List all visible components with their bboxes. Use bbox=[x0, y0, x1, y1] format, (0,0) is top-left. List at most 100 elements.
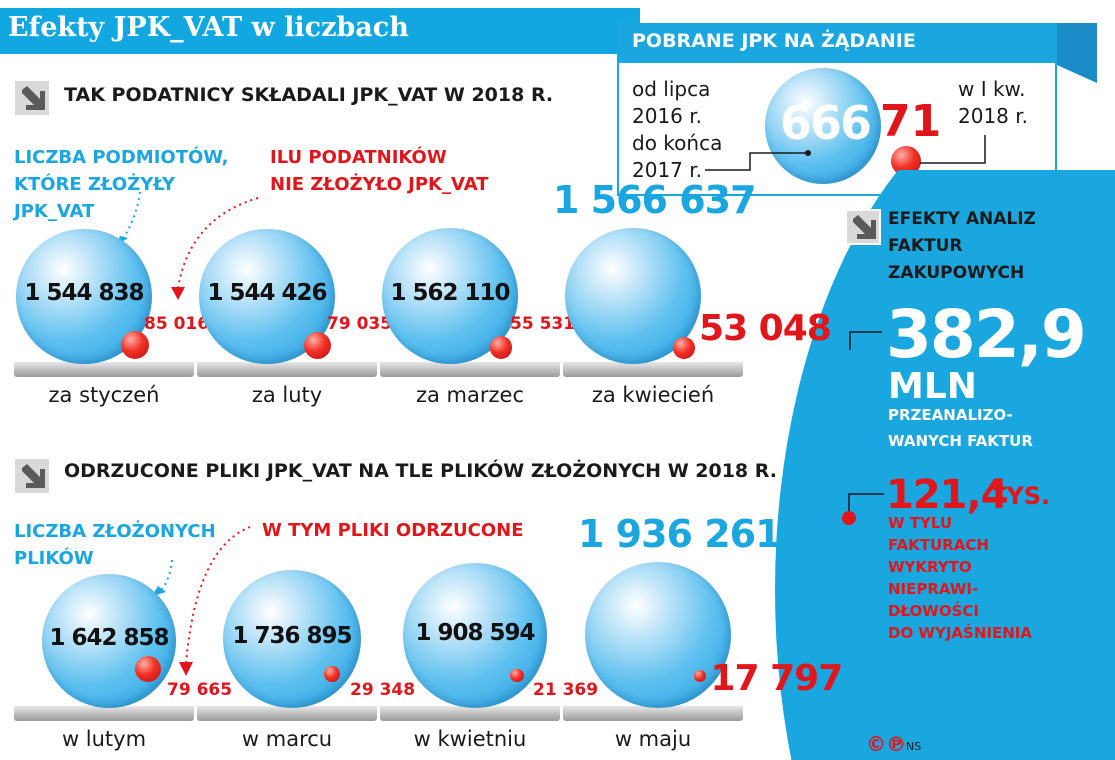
analysis-title-line: Efekty analiz bbox=[888, 209, 1036, 229]
section2-title: Odrzucone pliki JPK_VAT na tle plików zł… bbox=[64, 460, 777, 482]
missing-value: 79 665 bbox=[167, 680, 233, 700]
submitted-bubble bbox=[222, 569, 362, 708]
analysis-desc-line: fakturach bbox=[888, 536, 989, 554]
jpk-left-label-line: 2017 r. bbox=[632, 158, 702, 182]
missing-value: 85 016 bbox=[144, 314, 210, 334]
label-line: W tym pliki odrzucone bbox=[262, 520, 524, 541]
missing-value: 21 369 bbox=[533, 680, 599, 700]
analysis-desc-line: przeanalizo- bbox=[888, 406, 1013, 424]
submitted-bubble bbox=[402, 563, 548, 708]
label-line: Ilu podatników bbox=[270, 147, 447, 168]
category-label: w maju bbox=[614, 727, 692, 751]
missing-bubble bbox=[694, 669, 707, 682]
submitted-value: 1 642 858 bbox=[49, 624, 169, 651]
analysis-value2: 121,4 bbox=[886, 472, 1009, 518]
submitted-value: 1 566 637 bbox=[553, 178, 757, 222]
missing-bubble bbox=[510, 668, 524, 682]
submitted-bubble bbox=[41, 573, 177, 708]
analysis-value1: 382,9 bbox=[886, 296, 1087, 373]
bubble-platform bbox=[14, 362, 194, 377]
label-line: JPK_VAT bbox=[14, 201, 95, 222]
label-line: które złożyły bbox=[14, 174, 176, 195]
analysis-value2-unit: tys. bbox=[990, 482, 1051, 510]
bubble-platform bbox=[14, 706, 194, 721]
missing-value: 79 035 bbox=[327, 314, 393, 334]
category-label: za kwiecień bbox=[591, 383, 715, 407]
bubble-platform bbox=[563, 362, 743, 377]
jpk-left-label-line: do końca bbox=[632, 131, 723, 155]
page-title: Efekty JPK_VAT w liczbach bbox=[8, 12, 409, 43]
ribbon-decoration bbox=[1057, 23, 1097, 83]
analysis-bracket-2 bbox=[842, 493, 884, 525]
missing-value: 55 531 bbox=[510, 314, 576, 334]
category-label: w lutym bbox=[61, 727, 147, 751]
submitted-value: 1 936 261 bbox=[578, 512, 782, 556]
category-label: za marzec bbox=[415, 383, 524, 407]
analysis-desc-line: wykryto bbox=[888, 558, 972, 576]
submitted-bubble bbox=[585, 562, 731, 708]
analysis-desc-line: dłowości bbox=[888, 602, 979, 620]
jpk-right-value: 71 bbox=[880, 96, 942, 147]
analysis-value2-desc: w tylu fakturach wykryto nieprawi- dłowo… bbox=[888, 512, 1032, 644]
analysis-desc-line: wanych faktur bbox=[888, 432, 1033, 450]
title-bar bbox=[0, 8, 640, 54]
submitted-value: 1 908 594 bbox=[415, 619, 535, 646]
submitted-value: 1 544 838 bbox=[24, 280, 144, 307]
submitted-value: 1 562 110 bbox=[390, 280, 510, 307]
analysis-value1-desc: przeanalizo- wanych faktur bbox=[888, 402, 1033, 454]
category-label: za styczeń bbox=[48, 383, 160, 407]
missing-value: 17 797 bbox=[710, 658, 843, 699]
label-line: nie złożyło JPK_VAT bbox=[270, 174, 489, 195]
missing-value: 53 048 bbox=[699, 308, 832, 349]
jpk-666-bubble bbox=[765, 68, 881, 184]
publisher-logo: ©℗ bbox=[866, 732, 906, 756]
jpk-left-value: 666 bbox=[779, 96, 872, 150]
jpk-leader-lines bbox=[705, 135, 986, 171]
section1-title: Tak podatnicy składali JPK_VAT w 2018 r. bbox=[64, 84, 554, 106]
section2-label-blue: Liczba złożonych plików bbox=[14, 518, 216, 572]
jpk-left-label-line: od lipca bbox=[632, 77, 711, 101]
jpk-right-label-line: w I kw. bbox=[958, 77, 1026, 101]
jpk-left-label: od lipca 2016 r. do końca 2017 r. bbox=[632, 76, 722, 184]
submitted-value: 1 736 895 bbox=[232, 622, 352, 649]
analysis-desc-line: w tylu bbox=[888, 514, 953, 532]
bubble-platform bbox=[380, 706, 560, 721]
category-label: za luty bbox=[251, 383, 323, 407]
analysis-desc-line: do wyjaśnienia bbox=[888, 624, 1032, 642]
category-label: w kwietniu bbox=[413, 727, 527, 751]
missing-bubble bbox=[324, 666, 340, 682]
analysis-desc-line: nieprawi- bbox=[888, 580, 979, 598]
category-label: w marcu bbox=[241, 727, 333, 751]
arrow-icon bbox=[14, 80, 50, 116]
bubble-platform bbox=[563, 706, 743, 721]
section1-label-blue: Liczba podmiotów, które złożyły JPK_VAT bbox=[14, 144, 229, 225]
jpk-right-label-line: 2018 r. bbox=[958, 104, 1028, 128]
missing-bubble bbox=[489, 336, 513, 359]
analysis-title-line: faktur bbox=[888, 236, 963, 256]
section2-label-red: W tym pliki odrzucone bbox=[262, 517, 524, 544]
label-line: Liczba złożonych bbox=[14, 521, 216, 542]
arrow-icon bbox=[14, 458, 50, 494]
bubble-platform bbox=[197, 362, 377, 377]
jpk-box-title: Pobrane JPK na żądanie bbox=[632, 30, 916, 52]
label-line: plików bbox=[14, 548, 94, 569]
missing-bubble bbox=[135, 656, 161, 682]
missing-bubble bbox=[672, 336, 696, 359]
missing-bubble bbox=[120, 331, 149, 359]
label-line: Liczba podmiotów, bbox=[14, 147, 229, 168]
analysis-bracket-1 bbox=[849, 331, 882, 350]
missing-value: 29 348 bbox=[350, 680, 416, 700]
jpk-box-header bbox=[617, 23, 1057, 63]
section1-label-red: Ilu podatników nie złożyło JPK_VAT bbox=[270, 144, 489, 198]
analysis-title: Efekty analiz faktur zakupowych bbox=[888, 206, 1036, 287]
submitted-value: 1 544 426 bbox=[207, 280, 327, 307]
arrow-icon bbox=[845, 209, 881, 245]
analysis-title-line: zakupowych bbox=[888, 263, 1025, 283]
author-credit: NS bbox=[906, 740, 922, 753]
jpk-right-label: w I kw. 2018 r. bbox=[958, 76, 1028, 130]
missing-bubble bbox=[304, 332, 332, 359]
jpk-left-label-line: 2016 r. bbox=[632, 104, 702, 128]
bubble-platform bbox=[380, 362, 560, 377]
bubble-platform bbox=[197, 706, 377, 721]
analysis-value1-unit: mln bbox=[888, 366, 977, 407]
